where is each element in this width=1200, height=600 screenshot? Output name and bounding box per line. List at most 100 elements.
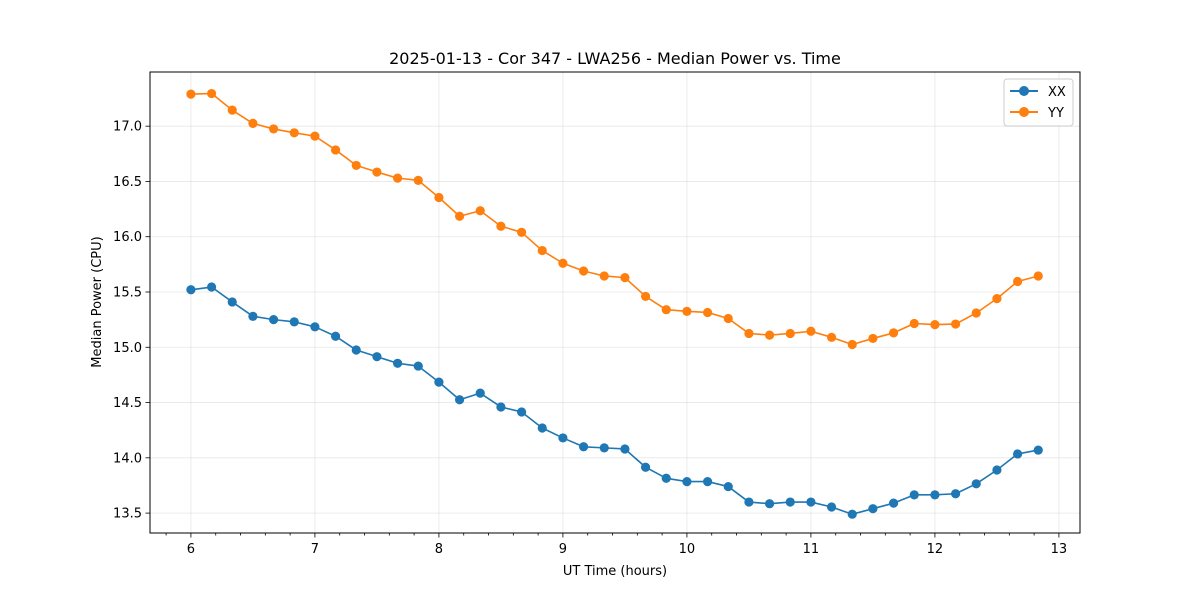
- data-point-yy: [289, 128, 299, 138]
- data-point-xx: [268, 315, 279, 325]
- data-point-yy: [578, 266, 589, 276]
- data-point-xx: [227, 297, 237, 307]
- data-point-yy: [785, 328, 795, 339]
- data-point-xx: [537, 423, 547, 433]
- data-point-yy: [227, 105, 237, 115]
- data-point-xx: [806, 497, 816, 507]
- data-point-yy: [682, 306, 692, 316]
- data-point-xx: [992, 465, 1002, 475]
- data-point-xx: [351, 345, 361, 355]
- data-point-xx: [888, 498, 899, 508]
- x-tick-label: 13: [1051, 542, 1068, 557]
- legend: XX YY: [1003, 78, 1074, 127]
- data-point-xx: [1012, 449, 1023, 459]
- chart-title: 2025-01-13 - Cor 347 - LWA256 - Median P…: [389, 49, 841, 68]
- data-point-yy: [268, 124, 279, 134]
- x-tick-label: 10: [679, 542, 696, 557]
- data-point-xx: [764, 499, 775, 509]
- data-point-yy: [206, 88, 217, 99]
- data-point-yy: [702, 307, 713, 318]
- x-tick-label: 6: [187, 542, 195, 557]
- data-point-xx: [330, 331, 341, 341]
- data-point-yy: [310, 131, 320, 141]
- y-tick-label: 17.0: [113, 120, 142, 135]
- data-point-xx: [640, 462, 651, 472]
- data-point-xx: [599, 443, 609, 453]
- data-point-yy: [516, 227, 527, 237]
- data-point-yy: [640, 291, 651, 302]
- y-tick-label: 13.5: [113, 507, 142, 522]
- data-point-yy: [330, 145, 341, 155]
- data-point-yy: [496, 221, 506, 231]
- legend-label-xx: XX: [1048, 85, 1066, 100]
- data-point-xx: [868, 504, 878, 514]
- data-point-xx: [785, 497, 795, 507]
- data-point-xx: [413, 361, 423, 371]
- x-tick-label: 7: [311, 542, 319, 557]
- data-point-xx: [496, 402, 506, 412]
- data-point-yy: [413, 175, 423, 185]
- data-point-yy: [847, 339, 857, 350]
- data-point-yy: [1012, 276, 1023, 287]
- y-tick-label: 15.5: [113, 285, 142, 300]
- x-tick-label: 8: [435, 542, 443, 557]
- data-series: [186, 88, 1043, 519]
- data-point-xx: [289, 317, 299, 327]
- x-axis-label: UT Time (hours): [563, 564, 667, 579]
- data-point-yy: [186, 89, 196, 99]
- data-point-yy: [537, 245, 547, 256]
- data-point-xx: [206, 282, 217, 292]
- data-point-xx: [578, 442, 589, 452]
- data-point-xx: [186, 285, 196, 295]
- data-point-yy: [454, 211, 465, 221]
- data-point-xx: [909, 490, 919, 500]
- data-point-yy: [909, 318, 919, 329]
- data-point-xx: [950, 489, 961, 499]
- data-point-xx: [558, 433, 568, 443]
- data-point-xx: [847, 509, 857, 519]
- data-point-yy: [888, 328, 899, 338]
- data-point-xx: [744, 497, 754, 507]
- data-point-yy: [806, 326, 816, 336]
- data-point-yy: [950, 319, 961, 329]
- data-point-yy: [992, 294, 1002, 304]
- legend-marker-yy: [1019, 107, 1029, 117]
- data-point-xx: [454, 395, 465, 405]
- data-point-yy: [723, 313, 733, 324]
- data-point-yy: [392, 173, 403, 183]
- data-point-yy: [620, 273, 630, 283]
- data-point-xx: [702, 476, 713, 487]
- y-tick-label: 16.0: [113, 230, 142, 245]
- data-point-xx: [826, 502, 837, 512]
- data-point-xx: [723, 481, 733, 492]
- data-point-xx: [434, 377, 444, 387]
- x-axis: 6 7 8 9 10 11 12 13: [165, 533, 1068, 557]
- y-tick-label: 14.0: [113, 451, 142, 466]
- data-point-yy: [971, 308, 981, 318]
- data-point-xx: [372, 352, 382, 362]
- data-point-xx: [516, 407, 527, 417]
- y-axis-label: Median Power (CPU): [90, 236, 105, 367]
- data-point-yy: [764, 330, 775, 340]
- x-tick-label: 12: [927, 542, 944, 557]
- legend-marker-xx: [1019, 86, 1029, 96]
- y-tick-label: 16.5: [113, 175, 142, 190]
- x-tick-label: 11: [803, 542, 820, 557]
- y-tick-label: 15.0: [113, 341, 142, 356]
- data-point-yy: [248, 118, 258, 129]
- data-point-yy: [661, 305, 671, 315]
- grid: [150, 72, 1080, 533]
- data-point-xx: [1033, 445, 1043, 455]
- data-point-yy: [372, 167, 382, 177]
- data-point-xx: [661, 473, 671, 483]
- data-point-xx: [682, 476, 692, 487]
- data-point-yy: [558, 258, 568, 268]
- data-point-yy: [475, 206, 485, 216]
- data-point-yy: [351, 160, 361, 171]
- plot-area-frame: [149, 71, 1081, 534]
- data-point-xx: [620, 444, 630, 454]
- data-point-xx: [971, 479, 981, 489]
- data-point-xx: [248, 311, 258, 321]
- data-point-yy: [434, 192, 444, 203]
